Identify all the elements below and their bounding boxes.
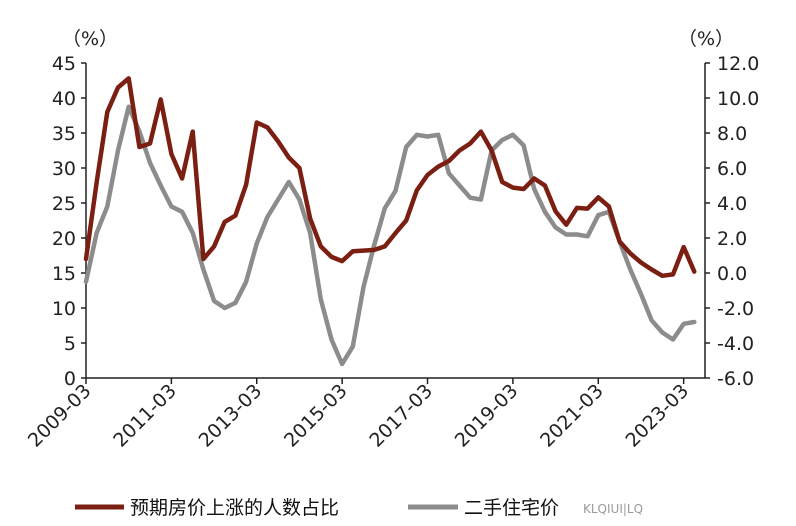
right-tick-label: -6.0 bbox=[717, 368, 754, 390]
left-tick-label: 10 bbox=[52, 298, 76, 320]
left-tick-label: 5 bbox=[64, 333, 76, 355]
x-tick-label: 2013-03 bbox=[195, 380, 267, 452]
left-tick-label: 15 bbox=[52, 263, 76, 285]
x-tick-label: 2023-03 bbox=[621, 380, 693, 452]
x-tick-label: 2021-03 bbox=[536, 380, 608, 452]
right-tick-label: 8.0 bbox=[717, 123, 747, 145]
x-tick-label: 2011-03 bbox=[109, 380, 181, 452]
left-tick-label: 20 bbox=[52, 228, 76, 250]
x-axis: 2009-03 2011-03 2013-03 2015-03 2017-03 2019-… bbox=[24, 377, 705, 452]
left-tick-label: 45 bbox=[52, 53, 76, 75]
x-tick-label: 2015-03 bbox=[280, 380, 352, 452]
x-tick-label: 2017-03 bbox=[365, 380, 437, 452]
right-axis-unit: （%） bbox=[678, 28, 734, 50]
legend-label-secondhand-price: 二手住宅价 bbox=[464, 497, 559, 519]
left-axis-unit: （%） bbox=[62, 28, 118, 50]
right-tick-label: -2.0 bbox=[717, 298, 754, 320]
right-tick-label: 10.0 bbox=[717, 88, 759, 110]
x-tick-label: 2009-03 bbox=[24, 380, 96, 452]
series-line-secondhand-price bbox=[83, 104, 697, 367]
left-tick-label: 30 bbox=[52, 158, 76, 180]
right-tick-label: 6.0 bbox=[717, 158, 747, 180]
left-tick-label: 25 bbox=[52, 193, 76, 215]
series-layer bbox=[83, 76, 697, 367]
right-tick-label: 0.0 bbox=[717, 263, 747, 285]
series-line-expected-price bbox=[83, 76, 697, 279]
left-tick-label: 35 bbox=[52, 123, 76, 145]
right-tick-label: -4.0 bbox=[717, 333, 754, 355]
x-tick-label: 2019-03 bbox=[451, 380, 523, 452]
right-tick-label: 12.0 bbox=[717, 53, 759, 75]
watermark: KLQIUI|LQ bbox=[583, 502, 643, 516]
right-axis: -6.0 -4.0 -2.0 0.0 2.0 4.0 6.0 8.0 10.0 12.0 bbox=[704, 53, 759, 390]
left-tick-label: 0 bbox=[64, 368, 76, 390]
legend-label-expected-price: 预期房价上涨的人数占比 bbox=[130, 497, 339, 519]
left-tick-label: 40 bbox=[52, 88, 76, 110]
legend: 预期房价上涨的人数占比 二手住宅价 KLQIUI|LQ bbox=[75, 497, 643, 519]
left-axis: 0 5 10 15 20 25 30 35 40 45 bbox=[52, 53, 87, 390]
right-tick-label: 4.0 bbox=[717, 193, 747, 215]
right-tick-label: 2.0 bbox=[717, 228, 747, 250]
